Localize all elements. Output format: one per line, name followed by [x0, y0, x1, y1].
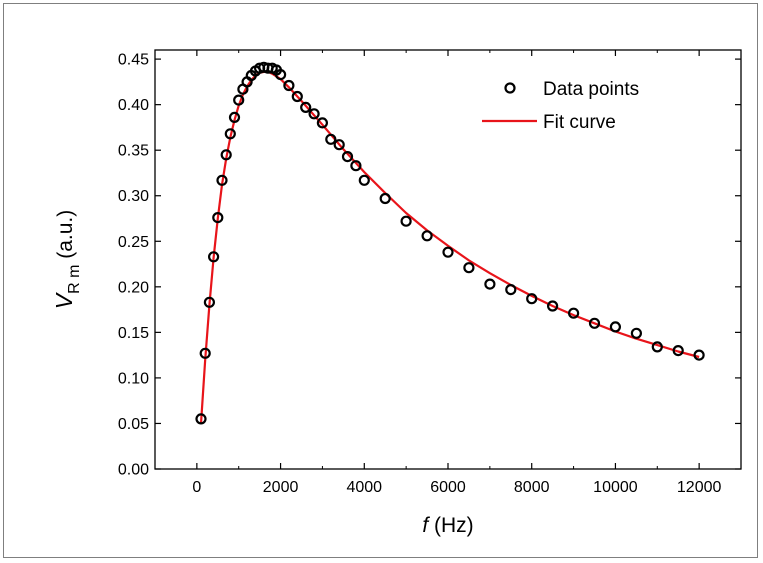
data-point — [291, 90, 303, 103]
data-point — [546, 300, 559, 312]
legend: Data points Fit curve — [482, 79, 639, 133]
y-axis-ticks: 0.00 0.05 0.10 0.15 0.20 0.25 0.30 0.35 0.40 0.45 — [118, 52, 741, 479]
x-tick-label: 10000 — [593, 479, 638, 496]
data-point — [224, 128, 236, 140]
x-tick-label: 8000 — [514, 479, 550, 496]
data-point — [233, 94, 245, 106]
data-point — [588, 317, 601, 329]
data-point — [308, 108, 320, 120]
data-point — [421, 230, 433, 242]
data-point — [203, 296, 215, 308]
data-point — [484, 278, 496, 290]
data-points-layer — [195, 61, 705, 425]
y-tick-label: 0.10 — [118, 370, 149, 387]
data-point — [316, 117, 328, 129]
data-point — [325, 133, 337, 145]
data-point — [195, 413, 207, 425]
x-axis-unit: (Hz) — [428, 514, 474, 537]
data-point — [212, 212, 224, 224]
data-point — [275, 68, 287, 81]
data-point — [693, 349, 705, 361]
x-tick-label: 2000 — [263, 479, 299, 496]
x-tick-label: 0 — [192, 479, 201, 496]
data-point — [400, 215, 412, 227]
data-point — [651, 341, 663, 353]
y-axis-var: V — [51, 291, 77, 309]
data-point — [333, 139, 345, 151]
y-tick-label: 0.45 — [118, 52, 149, 69]
x-tick-label: 12000 — [677, 479, 722, 496]
y-tick-label: 0.30 — [118, 188, 149, 205]
y-tick-label: 0.40 — [118, 97, 149, 114]
y-axis-unit: (a.u.) — [54, 210, 77, 265]
data-point — [220, 149, 232, 161]
plot-area — [154, 49, 742, 470]
data-point — [526, 293, 538, 305]
data-point — [567, 307, 580, 319]
y-tick-label: 0.35 — [118, 143, 149, 160]
data-point — [283, 79, 295, 92]
x-axis-ticks: 0 2000 4000 6000 8000 10000 12000 — [192, 50, 721, 496]
data-point — [463, 262, 475, 274]
x-axis-var: f — [422, 514, 430, 537]
y-axis-sub: R m — [66, 265, 83, 294]
x-tick-label: 6000 — [430, 479, 466, 496]
y-axis-title: VR m (a.u.) — [51, 210, 83, 310]
y-tick-label: 0.05 — [118, 416, 149, 433]
y-tick-label: 0.20 — [118, 279, 149, 296]
data-point — [505, 284, 517, 296]
data-point — [228, 111, 241, 124]
data-point — [216, 174, 228, 186]
legend-label-fit-curve: Fit curve — [543, 112, 616, 133]
data-point — [341, 151, 354, 163]
chart-frame: 0 2000 4000 6000 8000 10000 12000 0.00 0.05 0.10… — [3, 3, 758, 558]
data-point — [358, 174, 370, 186]
data-point — [609, 321, 622, 333]
data-point — [350, 160, 362, 172]
legend-marker-data-points — [504, 82, 516, 94]
y-tick-label: 0.00 — [118, 462, 149, 479]
legend-label-data-points: Data points — [543, 79, 639, 100]
data-point — [300, 101, 312, 114]
x-tick-label: 4000 — [346, 479, 382, 496]
y-tick-label: 0.25 — [118, 234, 149, 251]
chart-svg: 0 2000 4000 6000 8000 10000 12000 0.00 0.05 0.10… — [51, 49, 742, 537]
data-point — [442, 246, 454, 258]
y-tick-label: 0.15 — [118, 325, 149, 342]
data-point — [379, 192, 391, 205]
x-axis-title: f (Hz) — [422, 514, 473, 537]
data-point — [630, 327, 643, 339]
data-point — [672, 345, 684, 357]
data-point — [199, 347, 211, 359]
data-point — [208, 251, 220, 263]
